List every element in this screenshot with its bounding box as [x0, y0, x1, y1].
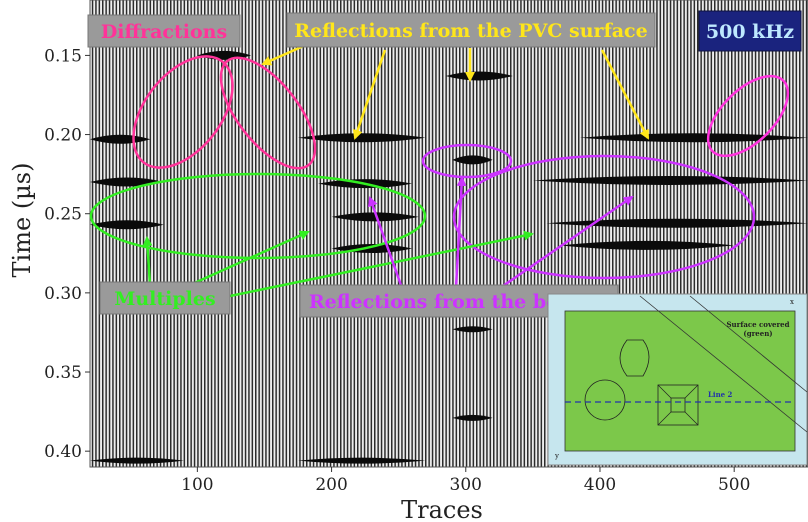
y-axis-label: Time (µs) — [8, 163, 36, 278]
pvc-text: Reflections from the PVC surface — [294, 20, 647, 42]
inset-pyramid-target — [657, 384, 699, 426]
x-axis-label: Traces — [401, 496, 483, 522]
reflector-band-multiple-11 — [546, 218, 808, 228]
reflector-band-pvc-3 — [445, 71, 513, 81]
frequency-text: 500 kHz — [706, 21, 794, 43]
y-tick-label-0: 0.15 — [44, 46, 82, 66]
diffraction-ellipse-mid — [219, 56, 317, 170]
y-axis: 0.15 0.20 0.25 0.30 0.35 0.40 — [44, 46, 90, 462]
multiple-arrow-1 — [142, 236, 153, 286]
reflector-band-deep-17 — [298, 457, 426, 464]
y-tick-label-5: 0.40 — [44, 442, 82, 462]
diffractions-label: Diffractions — [87, 14, 241, 48]
pvc-label: Reflections from the PVC surface — [286, 12, 656, 48]
survey-inset: Line 2 Surface covered (green) x y — [547, 293, 808, 466]
seismic-section — [90, 0, 808, 467]
reflector-band-deep-14 — [452, 326, 493, 333]
reflector-band-multiple-13 — [559, 240, 735, 250]
x-axis: 100 200 300 400 500 — [181, 467, 750, 495]
multiple-arrow-2 — [189, 230, 310, 287]
reflector-band-multiple-9 — [90, 220, 164, 230]
diffraction-ellipse-left — [132, 55, 234, 169]
bottom-text: Reflections from the bottom — [309, 291, 609, 313]
reflector-band-pvc-5 — [452, 155, 493, 165]
inset-green-surface — [564, 310, 796, 452]
y-tick-label-1: 0.20 — [44, 126, 82, 146]
x-tick-label-4: 500 — [718, 475, 750, 495]
frequency-label: 500 kHz — [698, 10, 802, 52]
bottom-arrow-3 — [499, 195, 634, 290]
bottom-ellipse-large — [452, 154, 756, 280]
x-tick-label-3: 400 — [584, 475, 616, 495]
reflector-bands — [90, 50, 808, 464]
bottom-ellipse-small — [421, 143, 513, 179]
inset-axis-y: y — [554, 452, 559, 460]
x-tick-label-0: 100 — [181, 475, 213, 495]
reflector-band-bottom-8 — [532, 175, 808, 185]
annotation-ellipses — [89, 55, 790, 280]
annotation-arrows — [142, 42, 650, 298]
y-tick-label-2: 0.25 — [44, 205, 82, 225]
inset-axis-x: x — [790, 298, 794, 306]
multiples-ellipse — [89, 172, 427, 260]
plot-frame — [89, 0, 808, 468]
y-tick-label-4: 0.35 — [44, 363, 82, 383]
diffraction-ellipse-right — [706, 74, 790, 158]
inset-circle-target — [584, 379, 626, 421]
reflector-band-deep-15 — [452, 414, 493, 421]
reflector-band-pvc-4 — [579, 133, 808, 143]
y-tick-label-3: 0.30 — [44, 284, 82, 304]
bottom-arrow-2 — [454, 176, 467, 289]
reflector-band-deep-16 — [90, 457, 184, 464]
multiple-arrow-3 — [229, 230, 534, 298]
multiples-text: Multiples — [114, 288, 215, 310]
inset-surface-label-1: Surface covered — [726, 320, 789, 329]
inset-surface-label-2: (green) — [743, 329, 772, 338]
pvc-arrow-2 — [352, 49, 387, 140]
reflector-band-multiple-10 — [331, 212, 419, 222]
diffractions-text: Diffractions — [101, 21, 227, 43]
multiples-label: Multiples — [99, 281, 231, 315]
pvc-arrow-4 — [600, 49, 650, 140]
x-tick-label-1: 200 — [315, 475, 347, 495]
inset-rounded-target — [619, 339, 650, 377]
reflector-band-pvc-0 — [90, 134, 151, 144]
x-tick-label-2: 300 — [450, 475, 482, 495]
bottom-arrow-1 — [367, 196, 404, 289]
inset-line-label: Line 2 — [708, 390, 733, 399]
